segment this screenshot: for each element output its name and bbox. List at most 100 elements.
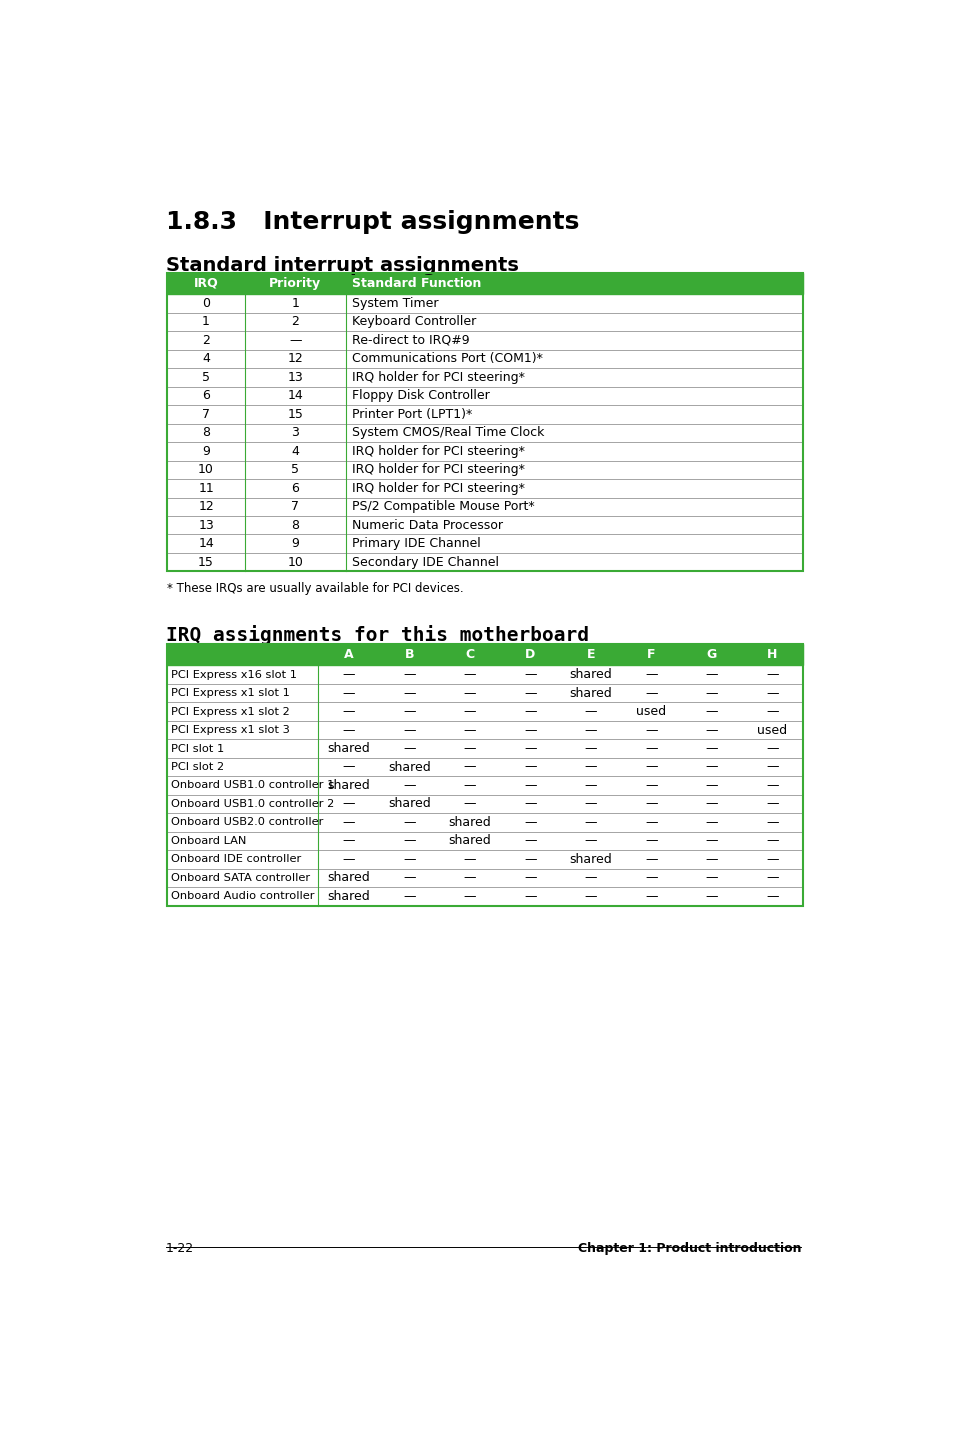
Text: —: — xyxy=(584,834,597,847)
Text: IRQ assignments for this motherboard: IRQ assignments for this motherboard xyxy=(166,624,588,644)
Text: —: — xyxy=(705,669,718,682)
Text: —: — xyxy=(705,761,718,774)
Text: shared: shared xyxy=(327,871,370,884)
Text: —: — xyxy=(523,798,536,811)
Text: 15: 15 xyxy=(287,408,303,421)
Text: —: — xyxy=(584,890,597,903)
Text: —: — xyxy=(765,779,778,792)
Bar xyxy=(167,644,802,666)
Text: —: — xyxy=(523,853,536,866)
Text: Printer Port (LPT1)*: Printer Port (LPT1)* xyxy=(352,408,472,421)
Text: shared: shared xyxy=(448,815,491,828)
Text: —: — xyxy=(765,686,778,699)
Text: —: — xyxy=(765,853,778,866)
Text: —: — xyxy=(584,761,597,774)
Text: —: — xyxy=(523,871,536,884)
Text: —: — xyxy=(584,798,597,811)
Text: —: — xyxy=(342,798,355,811)
Text: Onboard USB2.0 controller: Onboard USB2.0 controller xyxy=(171,817,323,827)
Text: —: — xyxy=(644,779,657,792)
Text: PCI slot 2: PCI slot 2 xyxy=(171,762,224,772)
Text: —: — xyxy=(342,834,355,847)
Text: —: — xyxy=(523,742,536,755)
Text: 14: 14 xyxy=(287,390,303,403)
Text: —: — xyxy=(644,890,657,903)
Text: 9: 9 xyxy=(202,444,210,457)
Text: PCI Express x16 slot 1: PCI Express x16 slot 1 xyxy=(171,670,297,680)
Text: —: — xyxy=(523,779,536,792)
Text: —: — xyxy=(463,779,476,792)
Text: —: — xyxy=(402,871,416,884)
Text: —: — xyxy=(463,723,476,736)
Text: —: — xyxy=(644,871,657,884)
Text: Keyboard Controller: Keyboard Controller xyxy=(352,315,476,328)
Text: 13: 13 xyxy=(287,371,303,384)
Text: —: — xyxy=(342,686,355,699)
Text: 8: 8 xyxy=(202,426,210,440)
Text: Onboard USB1.0 controller 1: Onboard USB1.0 controller 1 xyxy=(171,781,335,791)
Text: used: used xyxy=(757,723,787,736)
Text: 7: 7 xyxy=(291,500,299,513)
Text: —: — xyxy=(463,705,476,718)
Text: PS/2 Compatible Mouse Port*: PS/2 Compatible Mouse Port* xyxy=(352,500,534,513)
Text: Floppy Disk Controller: Floppy Disk Controller xyxy=(352,390,489,403)
Text: —: — xyxy=(342,815,355,828)
Text: —: — xyxy=(463,686,476,699)
Text: —: — xyxy=(463,742,476,755)
Text: —: — xyxy=(584,871,597,884)
Text: used: used xyxy=(636,705,666,718)
Text: 12: 12 xyxy=(198,500,213,513)
Text: Standard Function: Standard Function xyxy=(352,278,480,290)
Text: —: — xyxy=(463,798,476,811)
Text: IRQ holder for PCI steering*: IRQ holder for PCI steering* xyxy=(352,371,524,384)
Text: IRQ holder for PCI steering*: IRQ holder for PCI steering* xyxy=(352,482,524,495)
Text: —: — xyxy=(705,705,718,718)
Text: —: — xyxy=(705,798,718,811)
Text: 12: 12 xyxy=(287,352,303,365)
Text: Numeric Data Processor: Numeric Data Processor xyxy=(352,519,502,532)
Text: —: — xyxy=(402,686,416,699)
Text: 9: 9 xyxy=(291,538,299,551)
Text: Onboard USB1.0 controller 2: Onboard USB1.0 controller 2 xyxy=(171,800,335,810)
Text: —: — xyxy=(584,815,597,828)
Text: —: — xyxy=(584,779,597,792)
Text: 13: 13 xyxy=(198,519,213,532)
Text: —: — xyxy=(765,705,778,718)
Text: IRQ: IRQ xyxy=(193,278,218,290)
Text: —: — xyxy=(463,761,476,774)
Text: —: — xyxy=(705,890,718,903)
Text: 4: 4 xyxy=(291,444,299,457)
Text: —: — xyxy=(765,815,778,828)
Text: —: — xyxy=(705,779,718,792)
Text: shared: shared xyxy=(327,742,370,755)
Text: 14: 14 xyxy=(198,538,213,551)
Text: —: — xyxy=(644,723,657,736)
Text: —: — xyxy=(584,723,597,736)
Bar xyxy=(167,644,802,906)
Text: —: — xyxy=(342,761,355,774)
Text: —: — xyxy=(523,834,536,847)
Text: —: — xyxy=(644,834,657,847)
Text: 1.8.3   Interrupt assignments: 1.8.3 Interrupt assignments xyxy=(166,210,578,233)
Text: —: — xyxy=(463,871,476,884)
Bar xyxy=(167,273,802,295)
Text: —: — xyxy=(765,834,778,847)
Text: 0: 0 xyxy=(202,298,210,311)
Text: B: B xyxy=(404,649,414,661)
Text: 3: 3 xyxy=(291,426,299,440)
Text: 4: 4 xyxy=(202,352,210,365)
Text: —: — xyxy=(523,890,536,903)
Text: 10: 10 xyxy=(198,463,213,476)
Text: System CMOS/Real Time Clock: System CMOS/Real Time Clock xyxy=(352,426,543,440)
Text: PCI Express x1 slot 2: PCI Express x1 slot 2 xyxy=(171,706,290,716)
Text: Standard interrupt assignments: Standard interrupt assignments xyxy=(166,256,518,275)
Text: —: — xyxy=(463,890,476,903)
Text: D: D xyxy=(525,649,535,661)
Text: —: — xyxy=(463,669,476,682)
Text: —: — xyxy=(644,742,657,755)
Text: —: — xyxy=(765,742,778,755)
Text: Onboard LAN: Onboard LAN xyxy=(171,835,246,846)
Text: —: — xyxy=(402,834,416,847)
Text: —: — xyxy=(402,669,416,682)
Text: G: G xyxy=(706,649,717,661)
